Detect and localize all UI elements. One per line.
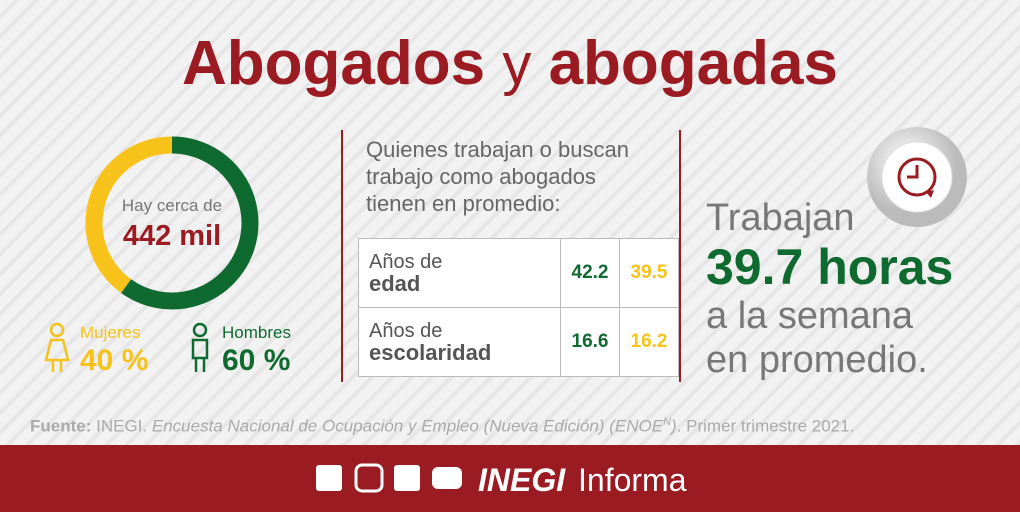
instagram-icon[interactable] <box>354 463 384 493</box>
source-survey: Encuesta Nacional de Ocupación y Empleo … <box>151 416 664 436</box>
hours-line: a la semana <box>706 295 914 337</box>
legend-value: 40 % <box>80 344 148 377</box>
legend-value: 60 % <box>222 344 290 377</box>
row-label: Años de edad <box>358 238 561 308</box>
source-period: . Primer trimestre 2021. <box>676 416 855 436</box>
cell: 39.5 <box>619 238 679 308</box>
source-org: INEGI. <box>96 416 148 436</box>
source: Fuente: INEGI. Encuesta Nacional de Ocup… <box>30 416 854 437</box>
cell: escolaridad <box>369 339 492 365</box>
source-sup: N <box>663 416 672 428</box>
row-label: Años de escolaridad <box>358 307 561 377</box>
title: Abogados y abogadas <box>0 28 1020 99</box>
hours-line: Trabajan <box>706 197 855 239</box>
hours-line: en promedio. <box>706 339 928 381</box>
hours-value: 39.7 horas <box>706 239 954 295</box>
intro-line: Quienes trabajan o buscan <box>366 137 629 162</box>
title-part: Abogados <box>182 29 486 98</box>
facebook-icon[interactable] <box>316 465 342 491</box>
donut-value: 442 mil <box>123 220 221 252</box>
footer-bar: INEGI Informa <box>0 445 1020 512</box>
donut-segment <box>121 136 259 310</box>
divider <box>341 130 343 382</box>
cell: edad <box>369 270 421 296</box>
donut-chart: Hay cerca de 442 mil Mujeres 40 % Hombre… <box>44 136 291 377</box>
intro-line: tienen en promedio: <box>366 191 561 216</box>
twitter-icon[interactable] <box>394 465 420 491</box>
clock-icon <box>867 127 967 227</box>
brand: INEGI <box>478 462 566 498</box>
legend-label: Mujeres <box>80 323 140 342</box>
hours: Trabajan 39.7 horas a la semana en promedio… <box>706 196 953 382</box>
source-survey: ) <box>671 416 677 436</box>
title-part: y <box>502 32 532 97</box>
man-icon <box>191 322 209 372</box>
footer-graphics: INEGI Informa <box>316 462 687 498</box>
brand-suffix: Informa <box>578 462 687 498</box>
woman-icon <box>44 322 70 372</box>
cell: Años de <box>369 250 443 273</box>
cell: 16.6 <box>560 307 620 377</box>
table: Años de edad 42.2 39.5 Años de escolaridad 16… <box>358 238 679 377</box>
cell: 42.2 <box>560 238 620 308</box>
intro: Quienes trabajan o buscan trabajo como ab… <box>366 136 629 217</box>
intro-line: trabajo como abogados <box>366 164 596 189</box>
cell: 16.2 <box>619 307 679 377</box>
legend-label: Hombres <box>222 323 291 342</box>
source-label: Fuente: <box>30 416 92 436</box>
divider <box>679 130 681 382</box>
cell: Años de <box>369 319 443 342</box>
donut-label: Hay cerca de <box>122 196 222 215</box>
donut-segment <box>85 136 173 293</box>
title-part: abogadas <box>548 29 838 98</box>
youtube-icon[interactable] <box>432 467 462 489</box>
